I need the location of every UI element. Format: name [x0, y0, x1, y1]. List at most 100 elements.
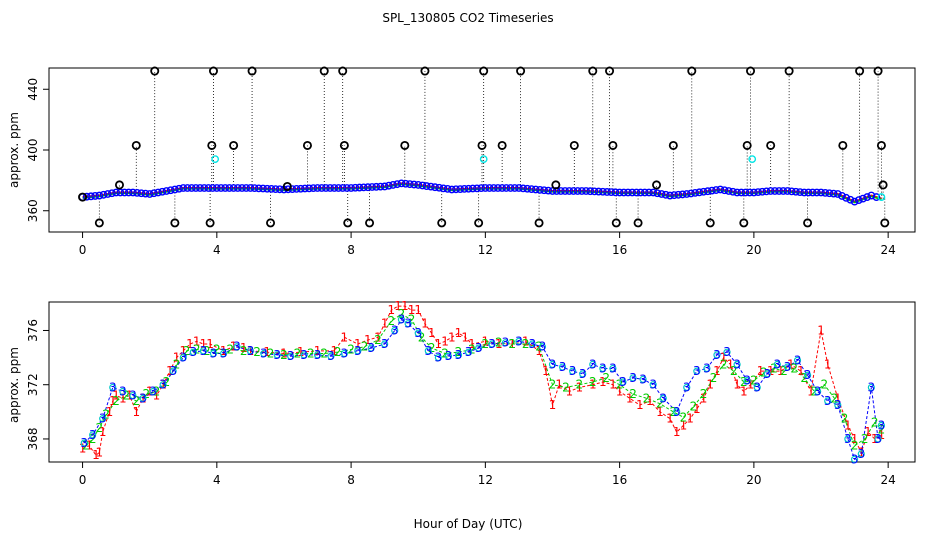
top-series-3-point: [733, 188, 742, 197]
top-series-3-point: [196, 184, 204, 192]
bottom-series-2-point: 2: [495, 336, 503, 350]
top-series-3-point: [695, 188, 704, 197]
top-series-3-point: [682, 190, 691, 198]
top-outlier-point: [94, 218, 104, 228]
top-series-3-point: [712, 186, 721, 194]
top-series-3-point: [322, 184, 330, 192]
top-series-3-point: [649, 188, 658, 197]
bottom-series-3-point: 3: [804, 368, 812, 382]
bottom-series-3-marker: [844, 435, 852, 443]
bottom-series-3-marker: [354, 347, 362, 355]
bottom-series-1-point: 1: [807, 384, 815, 398]
bottom-series-3-point: 3: [314, 348, 322, 362]
top-series-3-point: [380, 182, 389, 191]
bottom-series-3-marker: [367, 344, 375, 352]
bottom-series-1-point: 1: [280, 347, 288, 361]
top-series-3-point: [326, 184, 335, 192]
bottom-xtick-label: 16: [612, 473, 627, 487]
bottom-series-1-point: 1: [666, 412, 674, 426]
bottom-series-1-point: 1: [354, 337, 362, 351]
bottom-series-1-point: 1: [99, 425, 107, 439]
top-outlier-point: [611, 218, 621, 228]
bottom-series-3-marker: [803, 371, 812, 379]
bottom-series-3-marker: [649, 381, 657, 389]
bottom-series-1-point: 1: [522, 334, 530, 348]
bottom-series-3-point: 3: [693, 364, 701, 378]
bottom-series-1-point: 1: [636, 398, 644, 412]
bottom-series-3-marker: [733, 360, 741, 368]
bottom-series-3-marker: [273, 351, 281, 359]
top-series-3-point: [666, 191, 674, 200]
bottom-series-3-marker: [327, 352, 335, 360]
bottom-series-2-point: 2: [173, 357, 181, 371]
bottom-series-3-marker: [404, 320, 412, 328]
bottom-series-3-marker: [783, 363, 792, 371]
bottom-series-1-point: 1: [656, 405, 664, 419]
bottom-series-3-point: 3: [233, 340, 241, 354]
bottom-series-2-point: 2: [878, 422, 886, 436]
bottom-series-1-point: 1: [686, 412, 694, 426]
bottom-series-1-point: 1: [119, 391, 127, 405]
top-series-3-point: [191, 184, 200, 192]
top-series-3-point: [796, 188, 804, 197]
top-series-3-point: [645, 188, 653, 197]
bottom-series-3-marker: [233, 343, 241, 351]
top-series-3-point: [531, 185, 540, 194]
top-panel: approx. ppm 0 4 8 12 16 20 24 360 400 440: [7, 66, 916, 257]
bottom-series-3-point: 3: [247, 344, 255, 358]
bottom-series-3-point: 3: [455, 348, 463, 362]
top-series-3-point: [716, 185, 725, 194]
bottom-series-1-point: 1: [727, 357, 735, 371]
top-outlier-point: [766, 140, 776, 150]
top-series-3-point: [170, 185, 179, 194]
bottom-series-1-point: 1: [713, 364, 721, 378]
bottom-series-2-point: 2: [398, 307, 406, 321]
bottom-series-3-marker: [129, 391, 137, 400]
bottom-series-3-marker: [538, 343, 547, 351]
bottom-series-3-marker: [434, 353, 442, 362]
top-xtick-label: 16: [612, 243, 627, 257]
bottom-series-2-point: 2: [253, 345, 261, 359]
top-series-3-point: [342, 184, 351, 192]
top-series-3-point: [91, 192, 100, 200]
bottom-series-3-marker: [814, 387, 822, 396]
bottom-xtick-label: 12: [478, 473, 493, 487]
bottom-series-3-point: 3: [210, 347, 218, 361]
bottom-series-3-point: 3: [857, 447, 865, 461]
bottom-series-1-point: 1: [589, 378, 597, 392]
bottom-series-2-point: 2: [468, 342, 476, 356]
top-series-3-point: [850, 197, 859, 206]
bottom-series-3-point: 3: [515, 334, 523, 348]
bottom-series-3-marker: [159, 381, 167, 389]
bottom-series-2-point: 2: [643, 391, 651, 405]
bottom-series-3-marker: [850, 455, 859, 463]
bottom-series-1-point: 1: [247, 344, 255, 358]
bottom-series-3-marker: [397, 316, 406, 324]
bottom-series-3-point: 3: [169, 364, 177, 378]
bottom-series-3-marker: [475, 344, 483, 352]
bottom-series-2-point: 2: [102, 408, 110, 422]
top-xtick-label: 0: [79, 243, 87, 257]
bottom-series-1-point: 1: [777, 364, 785, 378]
top-series-3-point: [519, 184, 528, 193]
bottom-series-3-marker: [639, 375, 647, 383]
top-series-3-point: [410, 180, 418, 189]
bottom-series-3-point: 3: [149, 384, 157, 398]
top-series-3-point: [502, 184, 511, 192]
bottom-series-1-point: 1: [767, 364, 775, 378]
bottom-series-3-point: 3: [619, 375, 627, 389]
top-series-3-point: [691, 188, 700, 197]
top-series-3-point: [749, 188, 758, 197]
top-series-3-point: [699, 187, 708, 196]
bottom-series-2-point: 2: [770, 361, 778, 375]
top-ytick-label: 440: [26, 78, 40, 101]
bottom-series-3-point: 3: [287, 349, 295, 363]
bottom-series-3-point: 3: [703, 361, 711, 375]
top-series-3-point: [431, 183, 439, 192]
bottom-series-1-point: 1: [240, 341, 248, 355]
bottom-series-3-point: 3: [341, 347, 349, 361]
top-series-3-point: [347, 184, 355, 192]
bottom-ytick-label: 376: [26, 319, 40, 342]
top-series-3-point: [330, 184, 339, 192]
bottom-series-1-point: 1: [330, 344, 338, 358]
